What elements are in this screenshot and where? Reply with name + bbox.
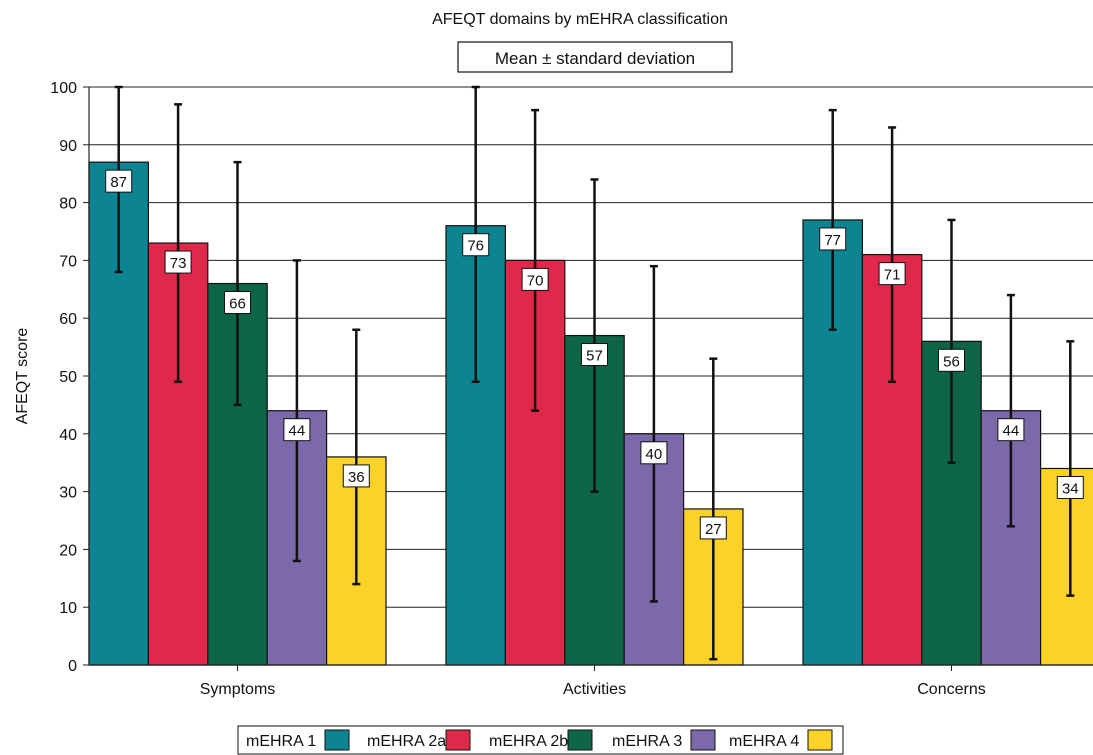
data-label: 44: [1003, 423, 1020, 440]
data-label-box: [224, 291, 251, 315]
data-label-box: [938, 348, 965, 372]
data-labels: 87 73 66 44 36 76 70 57 40 27 77 71 56 44 34: [105, 169, 1084, 540]
y-tick-label: 90: [59, 138, 77, 155]
y-tick-label: 70: [59, 253, 77, 270]
data-label: 70: [527, 272, 544, 289]
y-axis-label: AFEQT score: [14, 328, 31, 425]
data-label-box: [997, 418, 1025, 442]
chart-title: AFEQT domains by mEHRA classification: [432, 11, 728, 28]
y-tick-label: 20: [59, 542, 77, 559]
data-label: 76: [467, 238, 484, 255]
data-label-box: [819, 227, 847, 251]
x-tick-label: Activities: [563, 681, 626, 698]
axes: 0 10 20 30 40 50 60 70 80 90 100 Symptoms Activities…: [50, 80, 1093, 698]
data-label: 66: [229, 296, 246, 313]
data-label-box: [521, 267, 549, 291]
legend-label: mEHRA 4: [729, 733, 799, 750]
error-bars: [114, 85, 1075, 661]
legend-swatch: [690, 729, 716, 751]
y-tick-label: 100: [50, 80, 77, 97]
bars: [88, 161, 1093, 666]
legend-label: mEHRA 2b: [489, 733, 568, 750]
x-tick-label: Symptoms: [200, 681, 276, 698]
data-label: 77: [824, 232, 841, 249]
data-label-box: [105, 169, 133, 193]
data-label-box: [878, 262, 906, 286]
y-tick-label: 50: [59, 369, 77, 386]
y-tick-label: 80: [59, 196, 77, 213]
y-tick-label: 30: [59, 485, 77, 502]
data-label-box: [283, 418, 311, 442]
data-label: 56: [943, 353, 960, 370]
chart-subtitle: Mean ± standard deviation: [495, 49, 695, 68]
data-label: 87: [110, 174, 127, 191]
legend-label: mEHRA 3: [612, 733, 682, 750]
data-label: 73: [170, 255, 187, 272]
y-tick-label: 60: [59, 311, 77, 328]
data-label: 27: [705, 521, 722, 538]
legend-swatch: [324, 729, 350, 751]
subtitle-box: [457, 41, 733, 73]
data-label-box: [1056, 475, 1084, 499]
legend-swatch: [807, 729, 833, 751]
data-label: 34: [1062, 480, 1079, 497]
data-label: 44: [289, 423, 306, 440]
data-label-box: [342, 464, 370, 488]
data-label-box: [581, 343, 608, 367]
legend-swatch: [567, 729, 593, 751]
data-label: 40: [646, 446, 663, 463]
data-label: 57: [586, 348, 603, 365]
legend-label: mEHRA 1: [246, 733, 316, 750]
data-label-box: [462, 233, 490, 257]
x-tick-label: Concerns: [917, 681, 985, 698]
y-tick-label: 0: [68, 658, 77, 675]
legend-swatch: [445, 729, 471, 751]
data-label-box: [699, 516, 727, 540]
legend: mEHRA 1 mEHRA 2a mEHRA 2b mEHRA 3 mEHRA 4: [237, 725, 844, 755]
y-tick-label: 10: [59, 600, 77, 617]
data-label-box: [640, 441, 668, 465]
data-label-box: [164, 250, 192, 274]
legend-label: mEHRA 2a: [367, 733, 446, 750]
data-label: 36: [348, 469, 365, 486]
data-label: 71: [884, 267, 901, 284]
y-tick-label: 40: [59, 427, 77, 444]
